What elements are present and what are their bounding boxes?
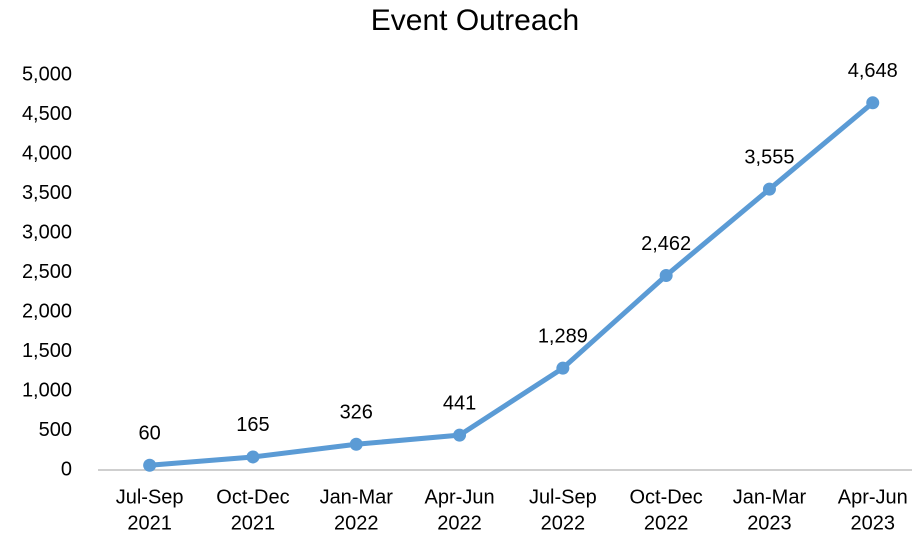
point [866, 96, 880, 110]
y-tick-label: 5,000 [22, 63, 72, 85]
data-label: 441 [443, 392, 476, 414]
y-tick-label: 1,000 [22, 379, 72, 401]
point [246, 450, 260, 464]
point [556, 361, 570, 375]
x-tick-label: Oct-Dec [216, 486, 289, 508]
x-tick-label: 2023 [851, 512, 896, 534]
x-tick-label: 2023 [747, 512, 792, 534]
y-tick-label: 1,500 [22, 340, 72, 362]
x-tick-label: Oct-Dec [629, 486, 702, 508]
data-label: 60 [139, 423, 161, 445]
y-tick-label: 3,500 [22, 182, 72, 204]
chart-title: Event Outreach [371, 4, 579, 37]
data-label: 165 [236, 414, 269, 436]
y-tick-label: 3,000 [22, 221, 72, 243]
x-tick-label: 2021 [127, 512, 172, 534]
data-label: 1,289 [538, 325, 588, 347]
point [659, 269, 673, 283]
data-label: 326 [340, 402, 373, 424]
x-tick-label: 2021 [231, 512, 276, 534]
data-label: 2,462 [641, 233, 691, 255]
x-tick-label: 2022 [437, 512, 482, 534]
x-tick-label: 2022 [334, 512, 379, 534]
x-tick-label: 2022 [644, 512, 689, 534]
point [762, 182, 776, 196]
y-tick-label: 0 [61, 458, 72, 480]
y-tick-label: 2,000 [22, 300, 72, 322]
y-tick-label: 4,500 [22, 103, 72, 125]
data-label: 4,648 [848, 60, 898, 82]
x-tick-label: 2022 [541, 512, 586, 534]
y-tick-label: 4,000 [22, 142, 72, 164]
x-tick-label: Apr-Jun [838, 486, 908, 508]
x-tick-label: Jul-Sep [529, 486, 597, 508]
point [453, 428, 467, 442]
point [349, 437, 363, 451]
y-tick-label: 2,500 [22, 261, 72, 283]
x-tick-label: Apr-Jun [425, 486, 495, 508]
x-tick-label: Jan-Mar [320, 486, 394, 508]
point [143, 458, 157, 472]
data-label: 3,555 [744, 146, 794, 168]
x-tick-label: Jul-Sep [116, 486, 184, 508]
y-tick-label: 500 [39, 419, 72, 441]
x-tick-label: Jan-Mar [733, 486, 807, 508]
line [147, 100, 876, 468]
